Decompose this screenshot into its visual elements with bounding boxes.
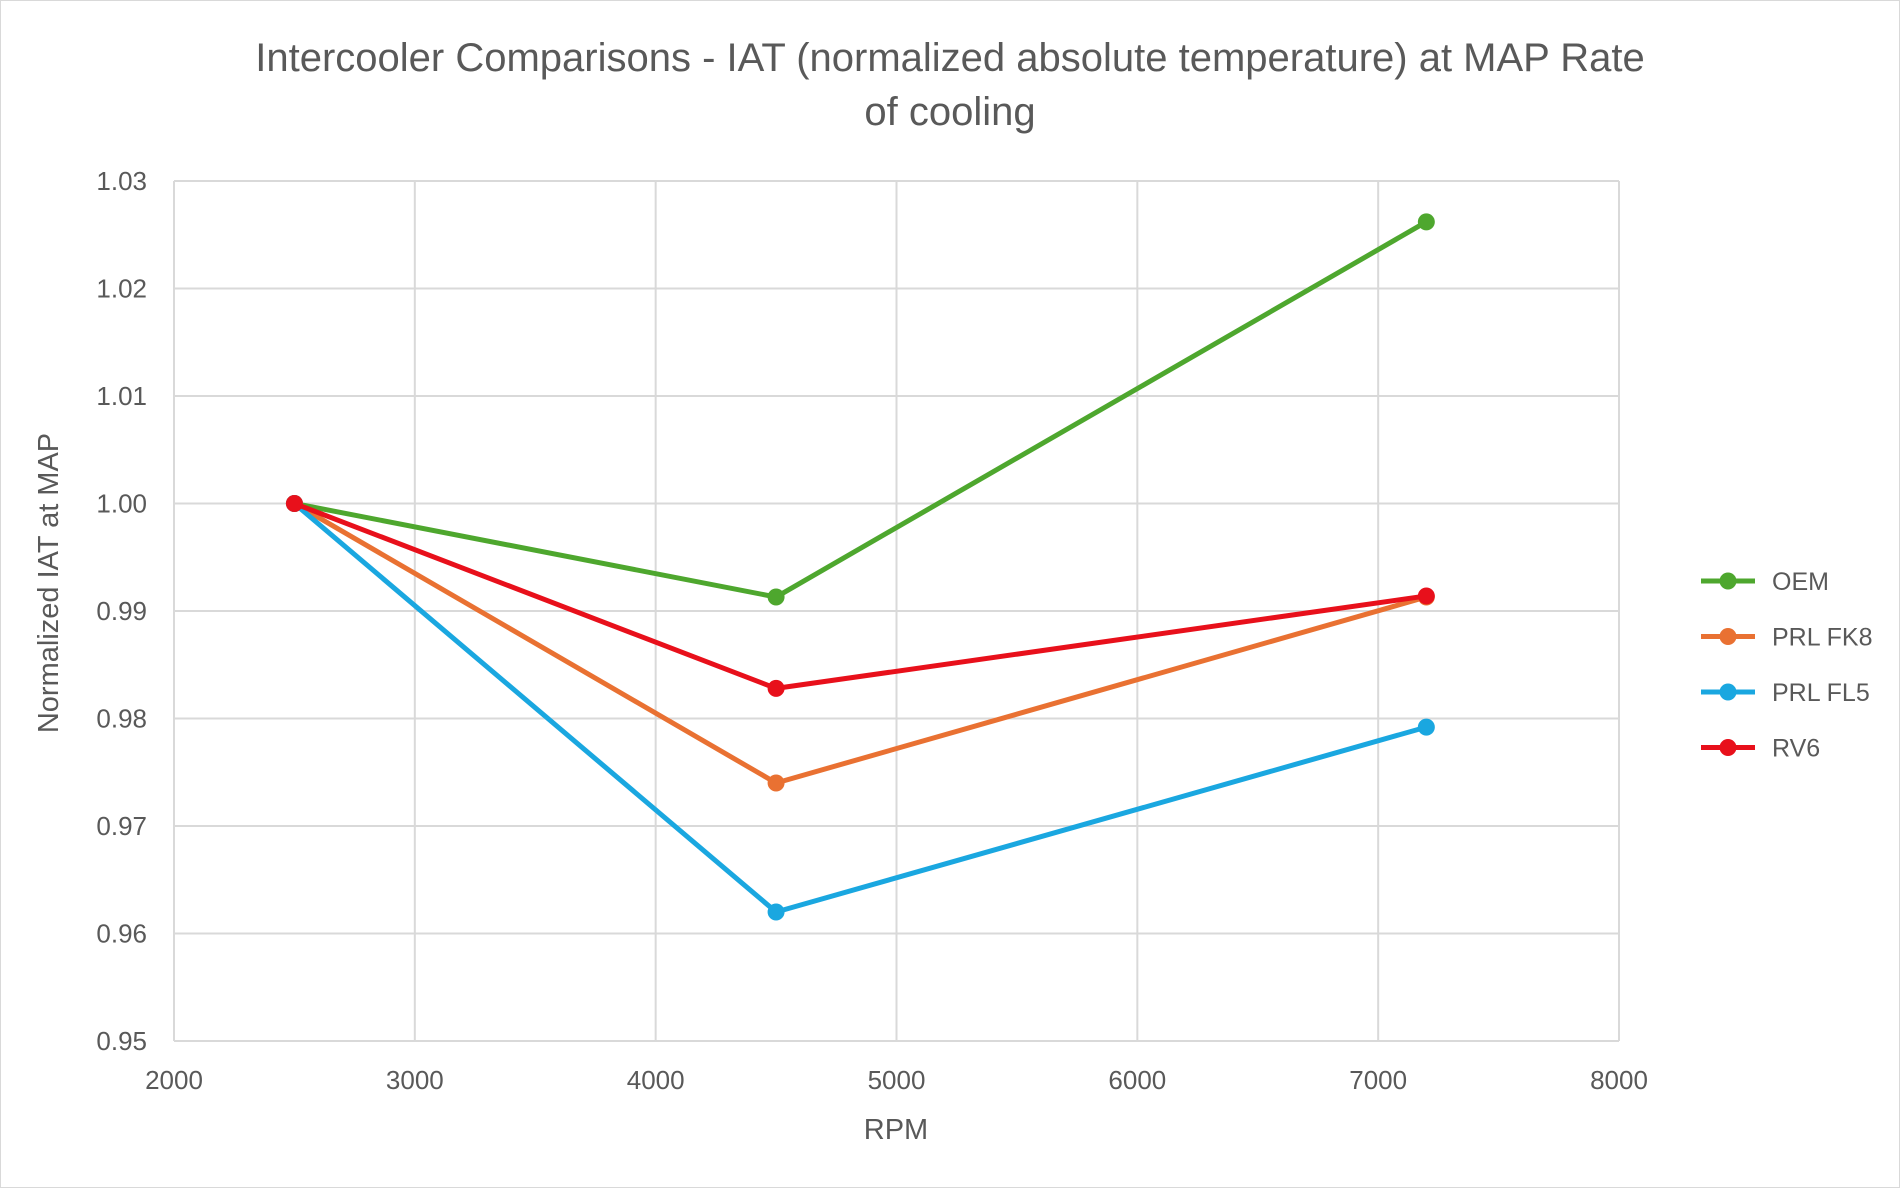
y-tick-label: 0.96 — [96, 919, 147, 949]
series-oem — [285, 213, 1435, 606]
x-tick-label: 2000 — [145, 1065, 203, 1095]
chart-title: Intercooler Comparisons - IAT (normalize… — [255, 36, 1645, 134]
x-tick-label: 5000 — [868, 1065, 926, 1095]
data-point — [1417, 587, 1435, 605]
x-tick-label: 8000 — [1590, 1065, 1648, 1095]
legend-marker — [1719, 572, 1737, 590]
chart-title-line-1: Intercooler Comparisons - IAT (normalize… — [255, 36, 1645, 80]
chart-title-line-2: of cooling — [864, 90, 1035, 134]
y-tick-label: 1.02 — [96, 274, 147, 304]
data-point — [1417, 718, 1435, 736]
data-point — [767, 679, 785, 697]
y-tick-label: 1.00 — [96, 489, 147, 519]
legend-label: PRL FL5 — [1772, 679, 1870, 707]
x-tick-label: 7000 — [1349, 1065, 1407, 1095]
legend-item: PRL FL5 — [1701, 679, 1870, 707]
series-lines — [285, 213, 1435, 921]
legend-label: PRL FK8 — [1772, 624, 1873, 652]
series-line — [291, 219, 1429, 600]
data-point — [767, 774, 785, 792]
x-tick-label: 6000 — [1108, 1065, 1166, 1095]
y-tick-label: 0.97 — [96, 811, 147, 841]
legend-item: PRL FK8 — [1701, 624, 1873, 652]
series-prl-fl5 — [285, 495, 1435, 921]
data-point — [1417, 213, 1435, 231]
legend: OEM PRL FK8 PRL FL5 RV6 — [1701, 568, 1873, 763]
legend-item: RV6 — [1701, 735, 1820, 763]
legend-label: RV6 — [1772, 735, 1820, 763]
series-line — [291, 501, 1429, 915]
y-tick-label: 0.98 — [96, 704, 147, 734]
legend-item: OEM — [1701, 568, 1829, 596]
series-line — [291, 501, 1429, 786]
gridlines — [173, 180, 1620, 1042]
series-line — [291, 501, 1429, 691]
y-axis-title: Normalized IAT at MAP — [33, 433, 65, 733]
data-point — [767, 903, 785, 921]
y-tick-label: 1.03 — [96, 166, 147, 196]
y-tick-label: 0.99 — [96, 596, 147, 626]
legend-marker — [1719, 683, 1737, 701]
y-tick-label: 1.01 — [96, 381, 147, 411]
x-axis-title: RPM — [864, 1114, 928, 1146]
series-rv6 — [285, 495, 1435, 697]
legend-marker — [1719, 628, 1737, 645]
data-point — [285, 495, 303, 512]
tick-labels: 0.95 0.96 0.97 0.98 0.99 1.00 1.01 1.02 1.03 2000… — [96, 166, 1648, 1095]
legend-label: OEM — [1772, 568, 1829, 596]
x-tick-label: 4000 — [627, 1065, 685, 1095]
x-tick-label: 3000 — [386, 1065, 444, 1095]
data-point — [767, 588, 785, 606]
legend-marker — [1719, 739, 1737, 756]
y-tick-label: 0.95 — [96, 1026, 147, 1056]
